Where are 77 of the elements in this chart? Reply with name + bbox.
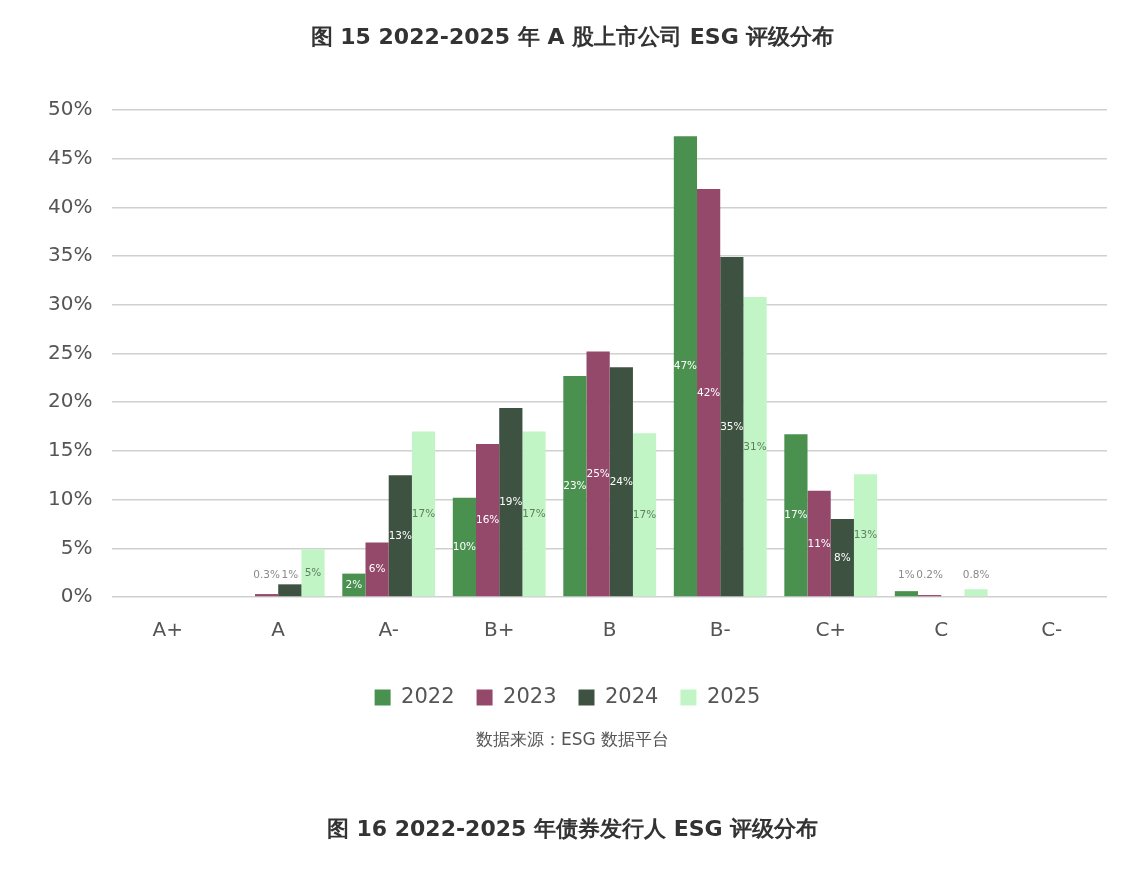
data-label: 17% [632,507,657,520]
bar [697,188,721,597]
bar [452,497,477,597]
legend-label: 2024 [605,683,659,708]
data-label: 17% [522,506,546,519]
caption: 图 16 2022-2025 年债券发行人 ESG 评级分布 [325,815,820,843]
legend-label: 2022 [401,683,455,708]
bar [784,434,808,597]
x-tick-label: C- [1041,617,1063,642]
y-tick-label: 35% [48,242,93,267]
data-label: 11% [807,536,831,549]
data-label: 17% [411,506,436,519]
bar [853,474,878,597]
data-label: 35% [720,419,744,432]
y-tick-label: 10% [48,485,93,510]
y-tick-label: 40% [48,193,93,218]
bar [563,375,587,597]
bar [365,542,389,597]
data-label: 19% [499,495,523,508]
bar [743,297,767,597]
data-label: 2% [345,578,363,591]
bar [522,431,546,597]
data-label: 16% [475,513,500,526]
y-tick-label: 0% [60,583,93,608]
bar [499,408,523,597]
bar [830,519,854,597]
bar [673,136,698,597]
bar [278,584,302,597]
chart-title: 图 15 2022-2025 年 A 股上市公司 ESG 评级分布 [309,23,836,51]
bar [301,549,325,597]
data-label: 47% [673,359,698,372]
bar [609,367,633,597]
y-tick-label: 20% [48,388,93,413]
y-tick-label: 30% [48,291,93,315]
data-label: 42% [696,385,721,398]
y-tick-label: 15% [48,437,93,462]
data-label: 0.8% [962,567,990,580]
bar [964,589,988,597]
x-tick-label: A+ [152,617,183,642]
x-tick-label: A- [378,617,399,642]
data-label: 13% [388,528,413,541]
x-tick-label: C+ [815,617,847,642]
x-tick-label: B- [709,617,731,642]
x-tick-label: A [271,617,286,642]
data-label: 10% [452,540,477,553]
bar [388,475,412,597]
bar [807,490,831,597]
bar [632,433,657,597]
data-label: 1% [898,567,915,580]
bar [255,594,279,597]
data-label: 0.3% [253,567,280,580]
x-tick-label: B [602,617,617,642]
data-label: 6% [368,562,386,575]
data-label: 5% [304,565,322,578]
source-note: 数据来源：ESG 数据平台 [474,728,671,751]
y-tick-label: 50% [48,96,93,121]
data-label: 24% [609,474,634,487]
data-label: 31% [743,439,767,452]
bar [476,444,500,597]
data-label: 0.2% [916,567,943,580]
y-tick-label: 25% [48,339,93,364]
data-label: 23% [563,479,587,492]
x-tick-label: C [934,617,949,642]
bar [720,257,744,597]
legend-label: 2025 [706,683,761,708]
bar [411,431,436,597]
legend-label: 2023 [503,683,557,708]
bar [586,351,610,597]
data-label: 8% [834,550,851,563]
y-tick-label: 5% [60,534,93,559]
data-label: 1% [281,567,299,580]
data-label: 13% [853,528,878,541]
bar [894,591,919,597]
x-tick-label: B+ [483,617,515,642]
data-label: 25% [586,467,610,480]
data-label: 17% [784,508,808,521]
y-tick-label: 45% [48,144,93,169]
